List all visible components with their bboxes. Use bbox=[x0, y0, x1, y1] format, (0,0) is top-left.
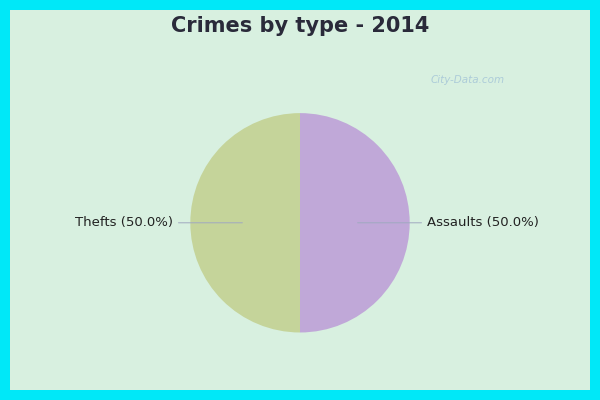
Text: Thefts (50.0%): Thefts (50.0%) bbox=[75, 216, 242, 229]
Text: Assaults (50.0%): Assaults (50.0%) bbox=[358, 216, 539, 229]
Wedge shape bbox=[300, 113, 410, 332]
Wedge shape bbox=[190, 113, 300, 332]
Text: City-Data.com: City-Data.com bbox=[431, 75, 505, 85]
Text: Crimes by type - 2014: Crimes by type - 2014 bbox=[171, 16, 429, 36]
